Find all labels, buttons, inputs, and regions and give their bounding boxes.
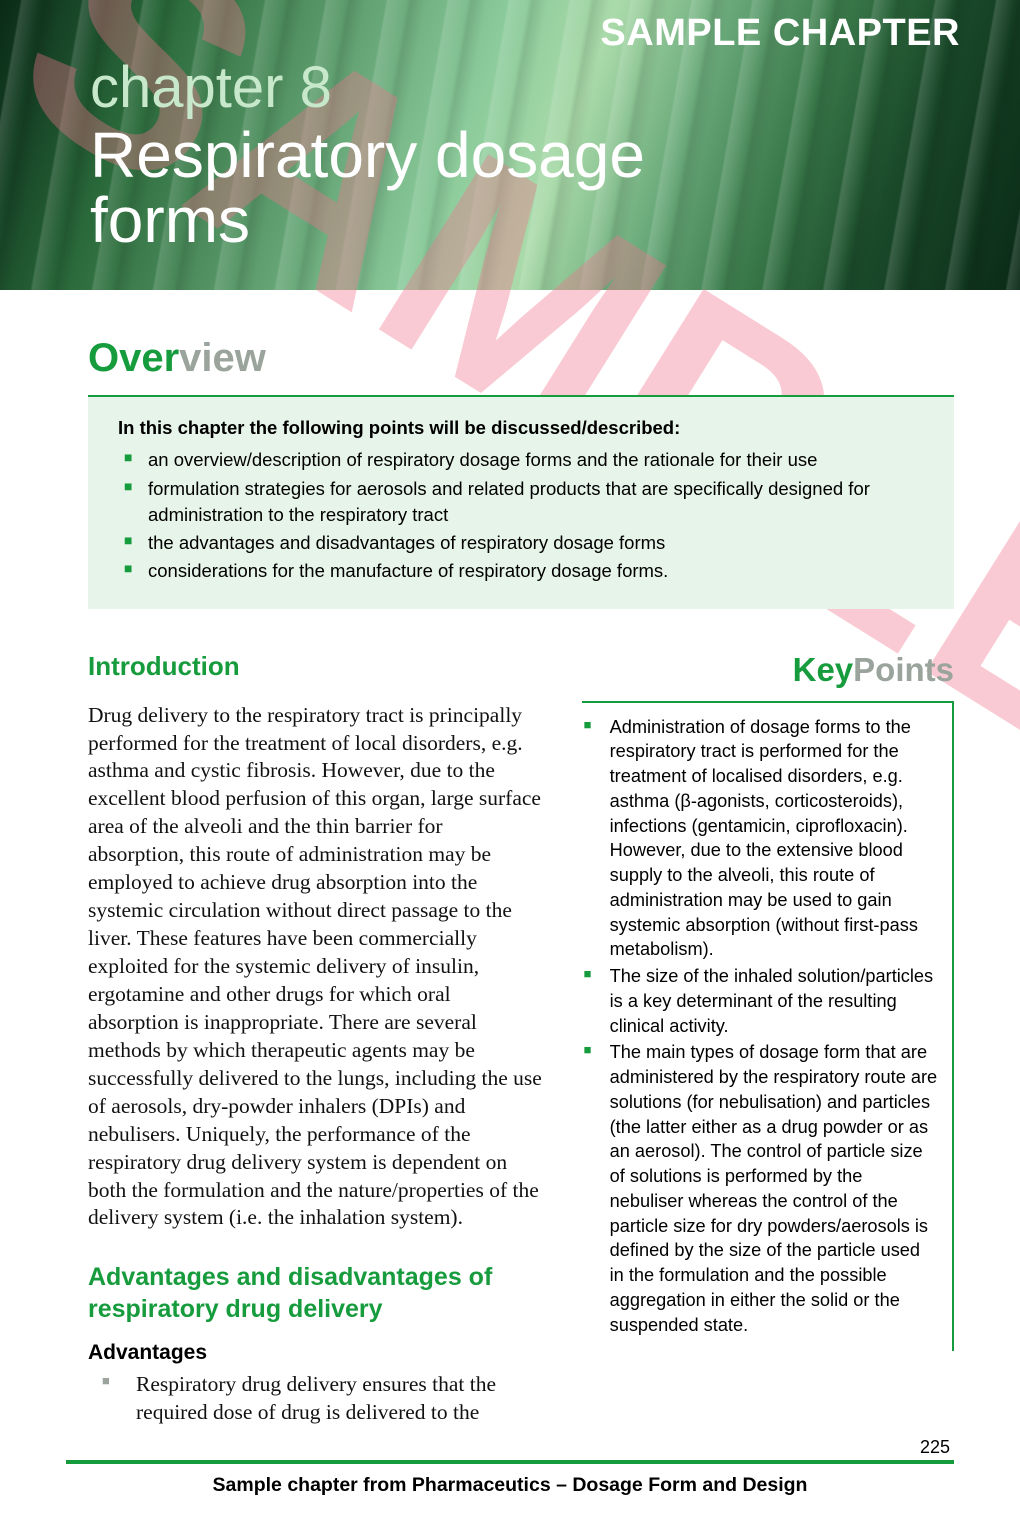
left-column: Introduction Drug delivery to the respir… [88,651,544,1427]
introduction-heading: Introduction [88,651,544,682]
footer-rule [66,1460,954,1464]
keypoints-item: The main types of dosage form that are a… [582,1040,938,1337]
chapter-title-line1: Respiratory dosage [90,119,645,191]
footer-text: Sample chapter from Pharmaceutics – Dosa… [66,1474,954,1497]
page-footer: 225 Sample chapter from Pharmaceutics – … [0,1437,1020,1497]
overview-item: an overview/description of respiratory d… [118,447,924,473]
chapter-title: Respiratory dosage forms [90,123,960,254]
keypoints-heading-grey: Points [853,651,954,688]
keypoints-item: Administration of dosage forms to the re… [582,715,938,963]
sample-chapter-label: SAMPLE CHAPTER [90,12,960,55]
overview-heading-green: Over [88,336,179,380]
page-content: SAMPLE Overview In this chapter the foll… [0,290,1020,1427]
keypoints-list: Administration of dosage forms to the re… [582,715,938,1338]
advantages-list: Respiratory drug delivery ensures that t… [88,1371,544,1427]
overview-item: formulation strategies for aerosols and … [118,476,924,529]
overview-heading: Overview [88,336,954,381]
chapter-number: chapter 8 [90,59,960,117]
keypoints-item: The size of the inhaled solution/particl… [582,964,938,1038]
introduction-body: Drug delivery to the respiratory tract i… [88,702,544,1233]
page-number: 225 [66,1437,954,1458]
chapter-banner: SAMPLE CHAPTER chapter 8 Respiratory dos… [0,0,1020,290]
keypoints-heading-green: Key [793,651,854,688]
advantages-heading: Advantages and disadvantages of respirat… [88,1262,544,1325]
overview-lead: In this chapter the following points wil… [118,415,924,441]
advantages-item: Respiratory drug delivery ensures that t… [88,1371,544,1427]
overview-box: In this chapter the following points wil… [88,395,954,609]
keypoints-heading: KeyPoints [582,651,954,689]
overview-list: an overview/description of respiratory d… [118,447,924,584]
right-column: KeyPoints Administration of dosage forms… [582,651,954,1427]
advantages-subheading: Advantages [88,1341,544,1365]
keypoints-box: Administration of dosage forms to the re… [582,701,954,1352]
overview-heading-grey: view [179,336,266,380]
chapter-title-line2: forms [90,184,250,256]
overview-item: the advantages and disadvantages of resp… [118,530,924,556]
overview-item: considerations for the manufacture of re… [118,558,924,584]
